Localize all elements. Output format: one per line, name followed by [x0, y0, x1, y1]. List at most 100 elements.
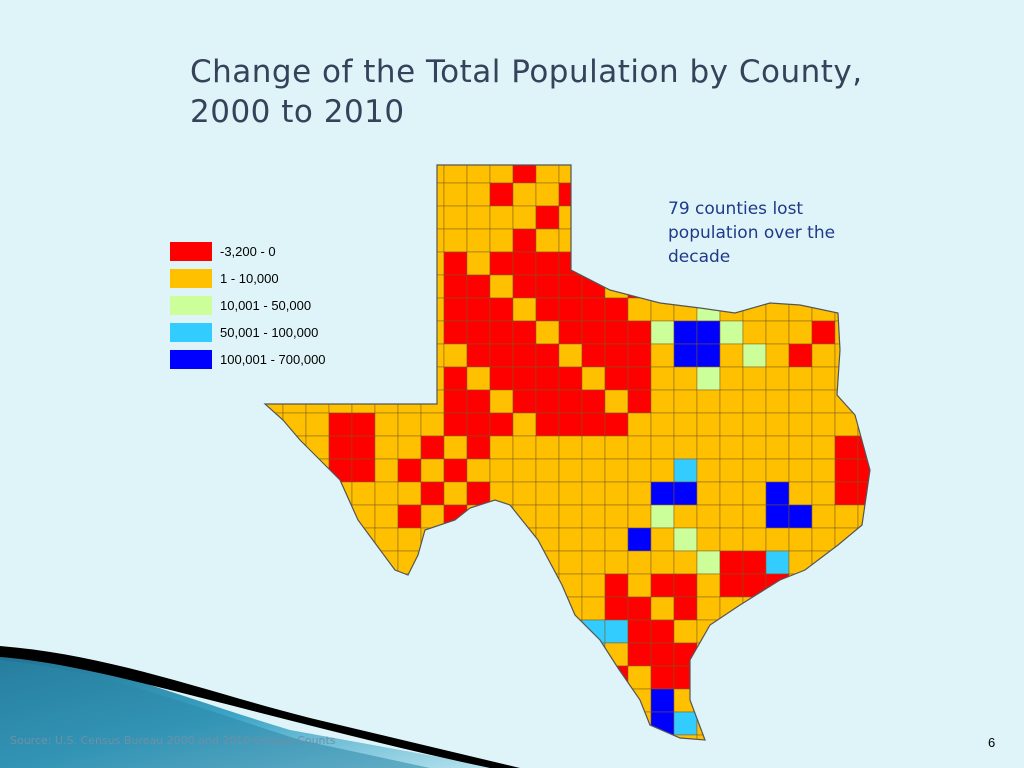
- county-cell: [443, 688, 468, 713]
- legend-label: 100,001 - 700,000: [220, 352, 326, 367]
- county-cell: [673, 320, 698, 345]
- county-cell: [374, 251, 399, 276]
- county-cell: [305, 550, 330, 575]
- county-cell: [328, 596, 353, 621]
- county-cell: [857, 366, 870, 391]
- county-cell: [420, 688, 445, 713]
- county-cell: [719, 688, 744, 713]
- county-cell: [443, 297, 468, 322]
- county-cell: [374, 573, 399, 598]
- county-cell: [719, 481, 744, 506]
- county-cell: [489, 251, 514, 276]
- county-cell: [650, 504, 675, 529]
- wave-stripe: [0, 646, 520, 768]
- county-cell: [265, 504, 284, 529]
- county-cell: [512, 596, 537, 621]
- county-cell: [443, 573, 468, 598]
- county-cell: [397, 412, 422, 437]
- legend-swatch-red: [170, 242, 212, 261]
- county-cell: [696, 596, 721, 621]
- county-cell: [788, 665, 813, 690]
- county-cell: [420, 274, 445, 299]
- county-cell: [788, 165, 813, 184]
- county-cell: [558, 665, 583, 690]
- county-cell: [834, 458, 859, 483]
- county-cell: [397, 165, 422, 184]
- county-cell: [811, 665, 836, 690]
- county-cell: [674, 758, 697, 768]
- county-cell: [558, 734, 583, 740]
- county-cell: [305, 458, 330, 483]
- county-cell: [558, 550, 583, 575]
- county-cell: [581, 435, 606, 460]
- county-cell: [466, 251, 491, 276]
- county-cell: [811, 688, 836, 713]
- county-cell: [443, 274, 468, 299]
- county-cell: [443, 182, 468, 207]
- county-cell: [857, 550, 870, 575]
- county-cell: [535, 389, 560, 414]
- county-cell: [719, 165, 744, 184]
- county-cell: [788, 734, 813, 740]
- county-cell: [420, 343, 445, 368]
- county-cell: [351, 228, 376, 253]
- county-cell: [673, 504, 698, 529]
- county-cell: [719, 665, 744, 690]
- county-cell: [265, 596, 284, 621]
- county-cell: [374, 389, 399, 414]
- county-cell: [719, 504, 744, 529]
- county-cell: [306, 758, 329, 768]
- county-cell: [489, 205, 514, 230]
- county-cell: [696, 435, 721, 460]
- county-cell: [466, 596, 491, 621]
- county-cell: [374, 619, 399, 644]
- county-cell: [420, 366, 445, 391]
- county-cell: [673, 734, 698, 740]
- county-cell: [512, 251, 537, 276]
- county-cell: [512, 389, 537, 414]
- county-cell: [650, 343, 675, 368]
- county-cell: [857, 412, 870, 437]
- county-cell: [397, 711, 422, 736]
- county-cell: [765, 527, 790, 552]
- county-cell: [627, 481, 652, 506]
- county-cell: [351, 458, 376, 483]
- county-cell: [651, 758, 674, 768]
- county-cell: [466, 642, 491, 667]
- county-cell: [742, 274, 767, 299]
- county-cell: [397, 734, 422, 740]
- county-cell: [535, 527, 560, 552]
- county-cell: [397, 251, 422, 276]
- county-cell: [765, 642, 790, 667]
- county-cell: [397, 619, 422, 644]
- county-cell: [351, 274, 376, 299]
- county-cell: [604, 343, 629, 368]
- county-cell: [420, 458, 445, 483]
- county-cell: [604, 573, 629, 598]
- county-cell: [558, 642, 583, 667]
- legend-swatch-blue: [170, 350, 212, 369]
- county-cell: [811, 711, 836, 736]
- county-cell: [765, 435, 790, 460]
- county-cell: [650, 366, 675, 391]
- county-cell: [858, 758, 881, 768]
- county-cell: [351, 642, 376, 667]
- annotation-text: 79 counties lost population over the dec…: [668, 199, 836, 267]
- county-cell: [512, 205, 537, 230]
- county-cell: [719, 619, 744, 644]
- county-cell: [742, 504, 767, 529]
- county-cell: [581, 711, 606, 736]
- county-cell: [443, 228, 468, 253]
- county-cell: [328, 205, 353, 230]
- county-cell: [788, 527, 813, 552]
- county-cell: [512, 320, 537, 345]
- county-cell: [489, 366, 514, 391]
- county-cell: [696, 320, 721, 345]
- county-cell: [374, 642, 399, 667]
- county-cell: [282, 435, 307, 460]
- map-legend: -3,200 - 0 1 - 10,000 10,001 - 50,000 50…: [170, 238, 326, 373]
- county-cell: [351, 596, 376, 621]
- county-cell: [466, 165, 491, 184]
- county-cell: [466, 665, 491, 690]
- county-cell: [650, 412, 675, 437]
